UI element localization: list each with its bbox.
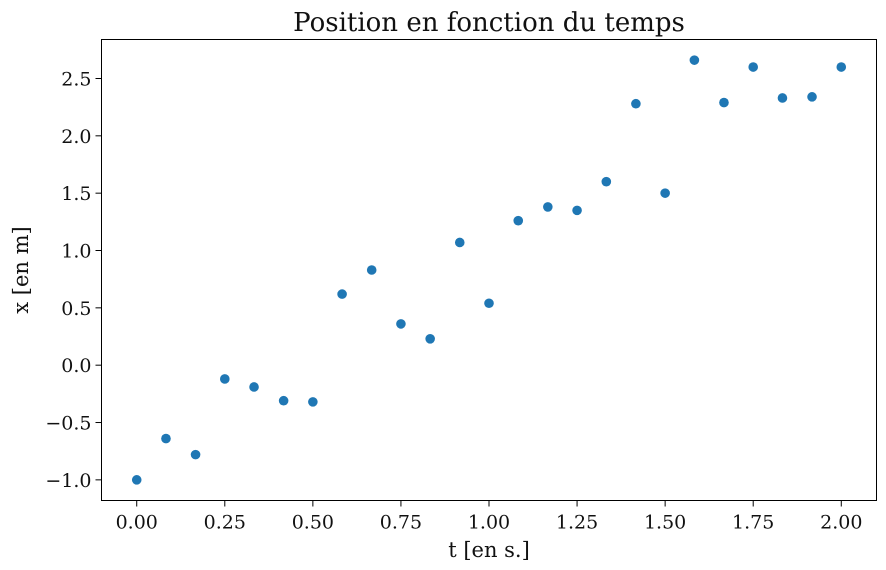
data-point: [836, 62, 847, 72]
data-point: [748, 62, 759, 72]
data-point: [190, 449, 201, 460]
data-point: [131, 475, 142, 485]
x-tick-label: 1.25: [556, 512, 598, 534]
data-point: [572, 205, 582, 216]
data-point: [719, 97, 729, 108]
data-point: [337, 289, 347, 299]
data-point: [807, 92, 817, 102]
data-point: [660, 188, 670, 198]
chart-title: Position en fonction du temps: [293, 8, 685, 38]
x-axis-ticks: 0.00 0.25 0.50 0.75 1.00 1.25 1.50 1.75 2.00: [116, 500, 862, 534]
y-tick-label: 1.5: [61, 183, 91, 205]
data-point: [484, 298, 494, 309]
data-point: [308, 397, 318, 407]
data-point: [249, 382, 259, 392]
x-tick-label: 0.00: [116, 512, 158, 534]
x-tick-label: 0.50: [292, 512, 334, 534]
data-point: [689, 55, 700, 65]
y-axis-ticks: −1.0 −0.5 0.0 0.5 1.0 1.5 2.0 2.5: [45, 68, 102, 492]
data-point: [278, 395, 289, 406]
x-tick-label: 2.00: [820, 512, 862, 534]
data-point: [366, 265, 377, 275]
data-point: [454, 237, 465, 248]
data-points: [131, 55, 847, 485]
data-point: [219, 374, 230, 384]
data-point: [396, 319, 406, 329]
x-tick-label: 1.00: [468, 512, 510, 534]
data-point: [631, 98, 641, 109]
y-tick-label: 0.5: [61, 298, 91, 320]
x-axis-label: t [en s.]: [448, 538, 530, 562]
x-tick-label: 0.25: [204, 512, 246, 534]
data-point: [161, 433, 171, 444]
y-tick-label: −0.5: [45, 413, 91, 435]
y-tick-label: 2.5: [61, 68, 91, 90]
y-tick-label: −1.0: [45, 470, 91, 492]
plot-frame: [101, 39, 877, 501]
data-point: [425, 334, 435, 344]
y-tick-label: 1.0: [61, 241, 91, 263]
y-tick-label: 0.0: [61, 355, 91, 377]
x-tick-label: 0.75: [380, 512, 422, 534]
x-tick-label: 1.50: [644, 512, 686, 534]
y-tick-label: 2.0: [61, 126, 91, 148]
y-axis-label: x [en m]: [9, 226, 33, 313]
data-point: [777, 93, 788, 103]
data-point: [601, 176, 612, 187]
data-point: [543, 202, 553, 212]
data-point: [513, 215, 524, 226]
x-tick-label: 1.75: [732, 512, 774, 534]
